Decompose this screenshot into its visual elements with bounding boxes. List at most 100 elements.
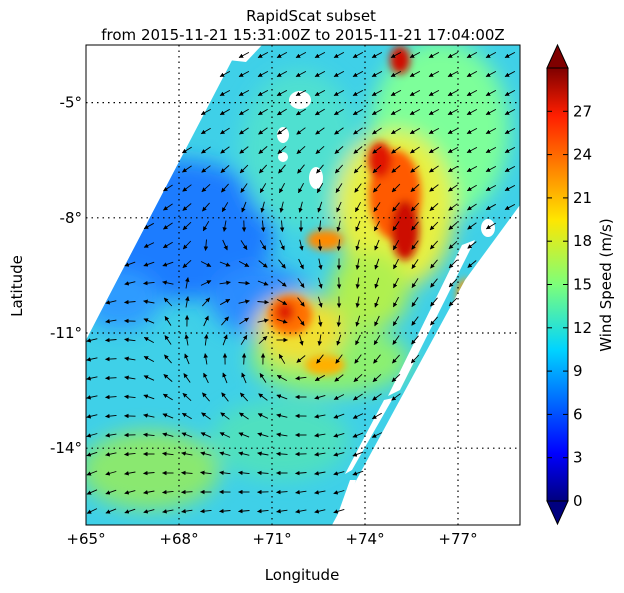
- wind-vector-arrow: [162, 393, 173, 401]
- wind-vector-arrow: [124, 281, 136, 286]
- wind-vector-arrow: [258, 127, 268, 135]
- wind-vector-arrow: [353, 127, 363, 135]
- wind-vector-arrow: [219, 451, 231, 456]
- wind-vector-arrow: [354, 183, 362, 193]
- wind-vector-arrow: [163, 222, 173, 230]
- wind-vector-arrow: [467, 260, 477, 268]
- wind-vector-arrow: [299, 239, 304, 251]
- wind-vector-arrow: [504, 52, 516, 58]
- wind-vector-arrow: [257, 108, 268, 116]
- wind-vector-arrow: [203, 315, 209, 327]
- wind-vector-arrow: [221, 202, 229, 213]
- wind-vector-arrow: [86, 508, 98, 514]
- wind-vector-arrow: [143, 413, 155, 418]
- wind-vector-arrow: [355, 296, 360, 308]
- wind-vector-arrow: [143, 337, 155, 343]
- wind-vector-arrow: [105, 508, 117, 514]
- wind-vector-arrow: [181, 508, 193, 514]
- wind-vector-arrow: [296, 355, 306, 363]
- wind-vector-arrow: [276, 299, 288, 305]
- wind-vector-arrow: [504, 128, 516, 134]
- wind-vector-arrow: [276, 108, 287, 116]
- wind-vector-arrow: [336, 277, 342, 289]
- x-tick-label: +65°: [66, 530, 105, 548]
- wind-vector-arrow: [297, 278, 305, 288]
- wind-vector-arrow: [277, 145, 287, 155]
- wind-vector-arrow: [504, 147, 516, 153]
- wind-vector-arrow: [391, 183, 401, 193]
- wind-vector-arrow: [143, 356, 155, 362]
- wind-vector-arrow: [447, 90, 459, 96]
- wind-vector-arrow: [276, 508, 288, 514]
- wind-vector-arrow: [219, 470, 231, 476]
- wind-vector-arrow: [163, 203, 173, 211]
- wind-vector-arrow: [202, 220, 210, 232]
- plot-area: [86, 45, 520, 525]
- y-tick-label: -11°: [50, 324, 82, 342]
- wind-vector-arrow: [276, 52, 288, 58]
- wind-vector-arrow: [467, 222, 477, 230]
- wind-vector-arrow: [485, 52, 497, 58]
- wind-vector-arrow: [240, 334, 248, 345]
- wind-vector-arrow: [86, 470, 98, 476]
- wind-vector-arrow: [276, 90, 288, 96]
- wind-vector-arrow: [336, 239, 342, 251]
- wind-vector-arrow: [143, 318, 155, 324]
- wind-vector-arrow: [182, 392, 192, 402]
- wind-vector-arrow: [336, 334, 342, 346]
- wind-vector-arrow: [181, 412, 192, 420]
- wind-vector-arrow: [317, 220, 323, 232]
- wind-vector-arrow: [105, 356, 117, 362]
- wind-vector-arrow: [428, 90, 440, 96]
- wind-vector-arrow: [429, 165, 439, 173]
- wind-vector-arrow: [314, 52, 326, 58]
- wind-vector-arrow: [143, 509, 155, 514]
- wind-vector-arrow: [373, 335, 381, 346]
- wind-vector-arrow: [392, 354, 400, 364]
- wind-vector-arrow: [276, 489, 288, 495]
- wind-vector-arrow: [86, 395, 98, 400]
- wind-vector-arrow: [238, 451, 250, 456]
- wind-vector-arrow: [429, 203, 439, 211]
- wind-vector-arrow: [200, 109, 212, 115]
- y-axis-label: Latitude: [8, 255, 26, 317]
- wind-vector-arrow: [143, 261, 155, 267]
- wind-vector-arrow: [411, 221, 419, 231]
- wind-vector-arrow: [220, 412, 230, 420]
- wind-vector-arrow: [222, 334, 228, 346]
- wind-vector-arrow: [238, 470, 250, 476]
- wind-vector-arrow: [239, 164, 249, 174]
- wind-vector-arrow: [485, 203, 497, 211]
- plot-frame: [85, 44, 521, 526]
- wind-vector-arrow: [333, 394, 345, 400]
- wind-vector-arrow: [411, 297, 419, 307]
- wind-vector-arrow: [314, 394, 326, 400]
- wind-vector-arrow: [447, 128, 459, 134]
- wind-vector-arrow: [410, 354, 420, 364]
- wind-vector-arrow: [335, 354, 343, 364]
- wind-vector-arrow: [143, 375, 155, 381]
- wind-vector-arrow: [297, 316, 305, 326]
- wind-vector-arrow: [201, 297, 211, 307]
- wind-vector-arrow: [428, 71, 440, 77]
- wind-vector-arrow: [333, 413, 345, 419]
- wind-vector-arrow: [409, 52, 421, 58]
- wind-vector-arrow: [430, 259, 438, 269]
- wind-vector-arrow: [485, 109, 497, 115]
- wind-vector-arrow: [239, 392, 249, 402]
- colorbar-extend-min: [546, 500, 569, 526]
- wind-vector-arrow: [390, 109, 402, 115]
- wind-vector-arrow: [200, 508, 212, 514]
- wind-vector-arrow: [393, 296, 399, 308]
- colorbar-tick-label: 3: [573, 449, 583, 467]
- wind-vector-arrow: [333, 508, 345, 514]
- wind-vector-arrow: [257, 318, 269, 323]
- colorbar-tick-label: 27: [573, 102, 592, 120]
- wind-vector-arrow: [318, 258, 323, 270]
- wind-vector-arrow: [333, 452, 345, 457]
- wind-vector-arrow: [200, 261, 212, 267]
- wind-vector-arrow: [181, 470, 193, 476]
- wind-vector-arrow: [185, 296, 190, 308]
- wind-vector-arrow: [448, 184, 458, 192]
- wind-vector-arrow: [374, 296, 380, 308]
